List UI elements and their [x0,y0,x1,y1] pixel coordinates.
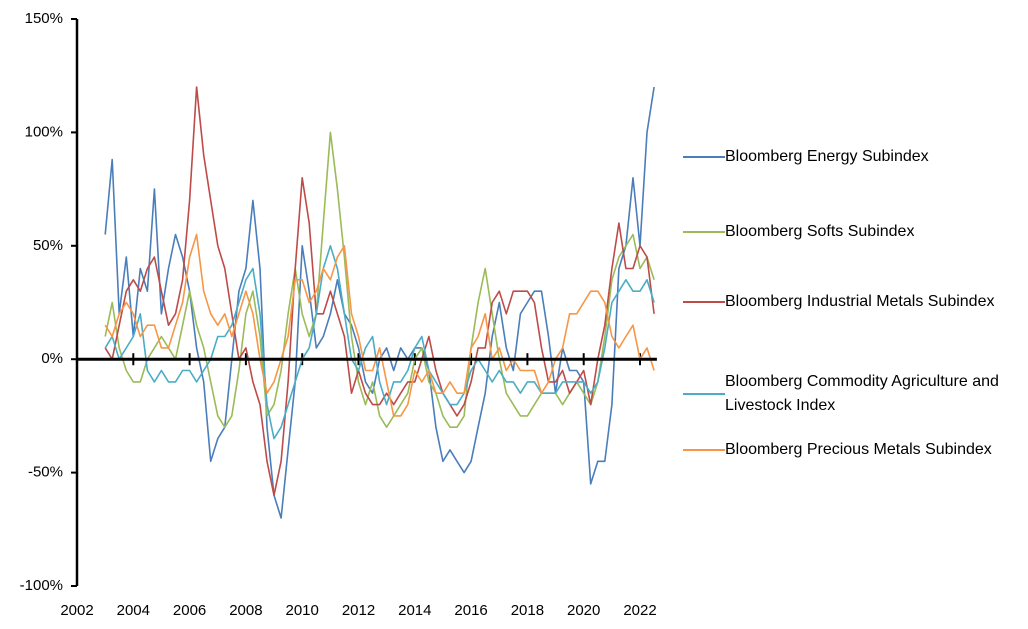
legend-swatch [683,393,725,395]
legend-item: Bloomberg Softs Subindex [683,220,1023,244]
x-tick-label: 2004 [117,602,150,619]
legend-label: Bloomberg Industrial Metals Subindex [725,293,995,310]
series-line [104,245,655,440]
y-tick-label: -100% [20,577,63,594]
legend-swatch [683,301,725,303]
legend-item: Bloomberg Energy Subindex [683,145,1023,169]
x-tick-label: 2006 [173,602,206,619]
x-tick-label: 2014 [398,602,431,619]
legend-item: Bloomberg Commodity Agriculture and Live… [683,370,1023,418]
y-tick-label: 100% [25,123,63,140]
series-line [104,131,655,428]
legend-item: Bloomberg Industrial Metals Subindex [683,290,1023,314]
x-tick-label: 2012 [342,602,375,619]
legend-label: Bloomberg Precious Metals Subindex [725,441,992,458]
x-tick-label: 2010 [286,602,319,619]
legend-swatch [683,156,725,158]
x-tick-label: 2022 [623,602,656,619]
x-tick-label: 2002 [60,602,93,619]
series-line [104,233,655,417]
legend-item: Bloomberg Precious Metals Subindex [683,438,1023,462]
legend-swatch [683,231,725,233]
x-tick-label: 2008 [229,602,262,619]
y-tick-label: -50% [28,464,63,481]
y-tick-label: 0% [41,350,63,367]
legend-label: Bloomberg Commodity Agriculture and Live… [725,373,999,414]
legend-swatch [683,449,725,451]
y-tick-label: 150% [25,10,63,27]
x-tick-label: 2020 [567,602,600,619]
y-tick-label: 50% [33,237,63,254]
legend-label: Bloomberg Energy Subindex [725,148,929,165]
x-tick-label: 2018 [511,602,544,619]
x-tick-label: 2016 [454,602,487,619]
series-line [104,86,655,497]
legend-label: Bloomberg Softs Subindex [725,223,915,240]
